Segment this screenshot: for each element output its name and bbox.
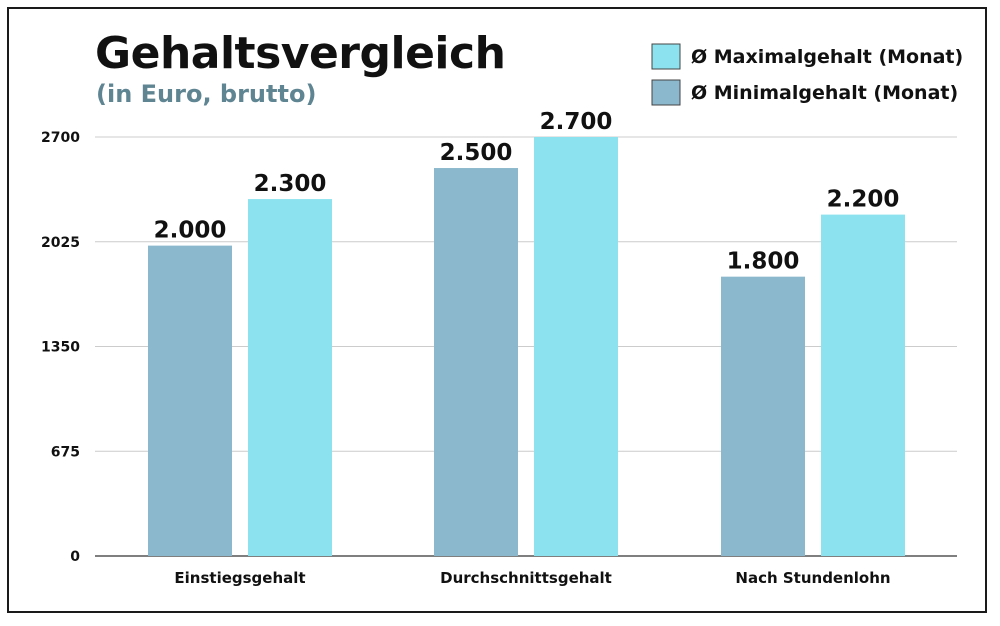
legend-label: Ø Maximalgehalt (Monat) bbox=[691, 46, 963, 68]
data-label: 2.700 bbox=[540, 109, 613, 135]
bar bbox=[821, 214, 905, 556]
legend-swatch bbox=[651, 43, 681, 70]
y-tick-label: 2700 bbox=[41, 130, 80, 146]
bar bbox=[148, 245, 232, 556]
legend: Ø Maximalgehalt (Monat) Ø Minimalgehalt (… bbox=[651, 43, 963, 106]
y-tick-label: 2025 bbox=[41, 235, 80, 251]
x-category-label: Durchschnittsgehalt bbox=[440, 569, 612, 587]
legend-label: Ø Minimalgehalt (Monat) bbox=[691, 82, 958, 104]
y-tick-label: 0 bbox=[70, 549, 80, 565]
data-label: 2.200 bbox=[827, 187, 900, 213]
data-label: 2.500 bbox=[440, 140, 513, 166]
y-tick-label: 675 bbox=[51, 444, 80, 460]
data-label: 1.800 bbox=[727, 249, 800, 275]
data-label: 2.000 bbox=[154, 218, 227, 244]
bar bbox=[721, 276, 805, 556]
x-axis-categories: Einstiegsgehalt Durchschnittsgehalt Nach S… bbox=[174, 569, 890, 587]
chart-title: Gehaltsvergleich bbox=[95, 28, 505, 79]
bar bbox=[434, 168, 518, 556]
grid-lines bbox=[95, 136, 957, 557]
y-axis-ticks: 0 675 1350 2025 2700 bbox=[41, 130, 80, 565]
data-label: 2.300 bbox=[254, 171, 327, 197]
y-tick-label: 1350 bbox=[41, 340, 80, 356]
chart-subtitle: (in Euro, brutto) bbox=[96, 80, 316, 108]
bar bbox=[534, 137, 618, 556]
data-labels: 2.000 2.300 2.500 2.700 1.800 2.200 bbox=[154, 109, 900, 275]
x-category-label: Nach Stundenlohn bbox=[735, 569, 890, 587]
bar bbox=[248, 199, 332, 556]
bars bbox=[148, 137, 905, 556]
x-category-label: Einstiegsgehalt bbox=[174, 569, 305, 587]
legend-swatch bbox=[651, 79, 681, 106]
